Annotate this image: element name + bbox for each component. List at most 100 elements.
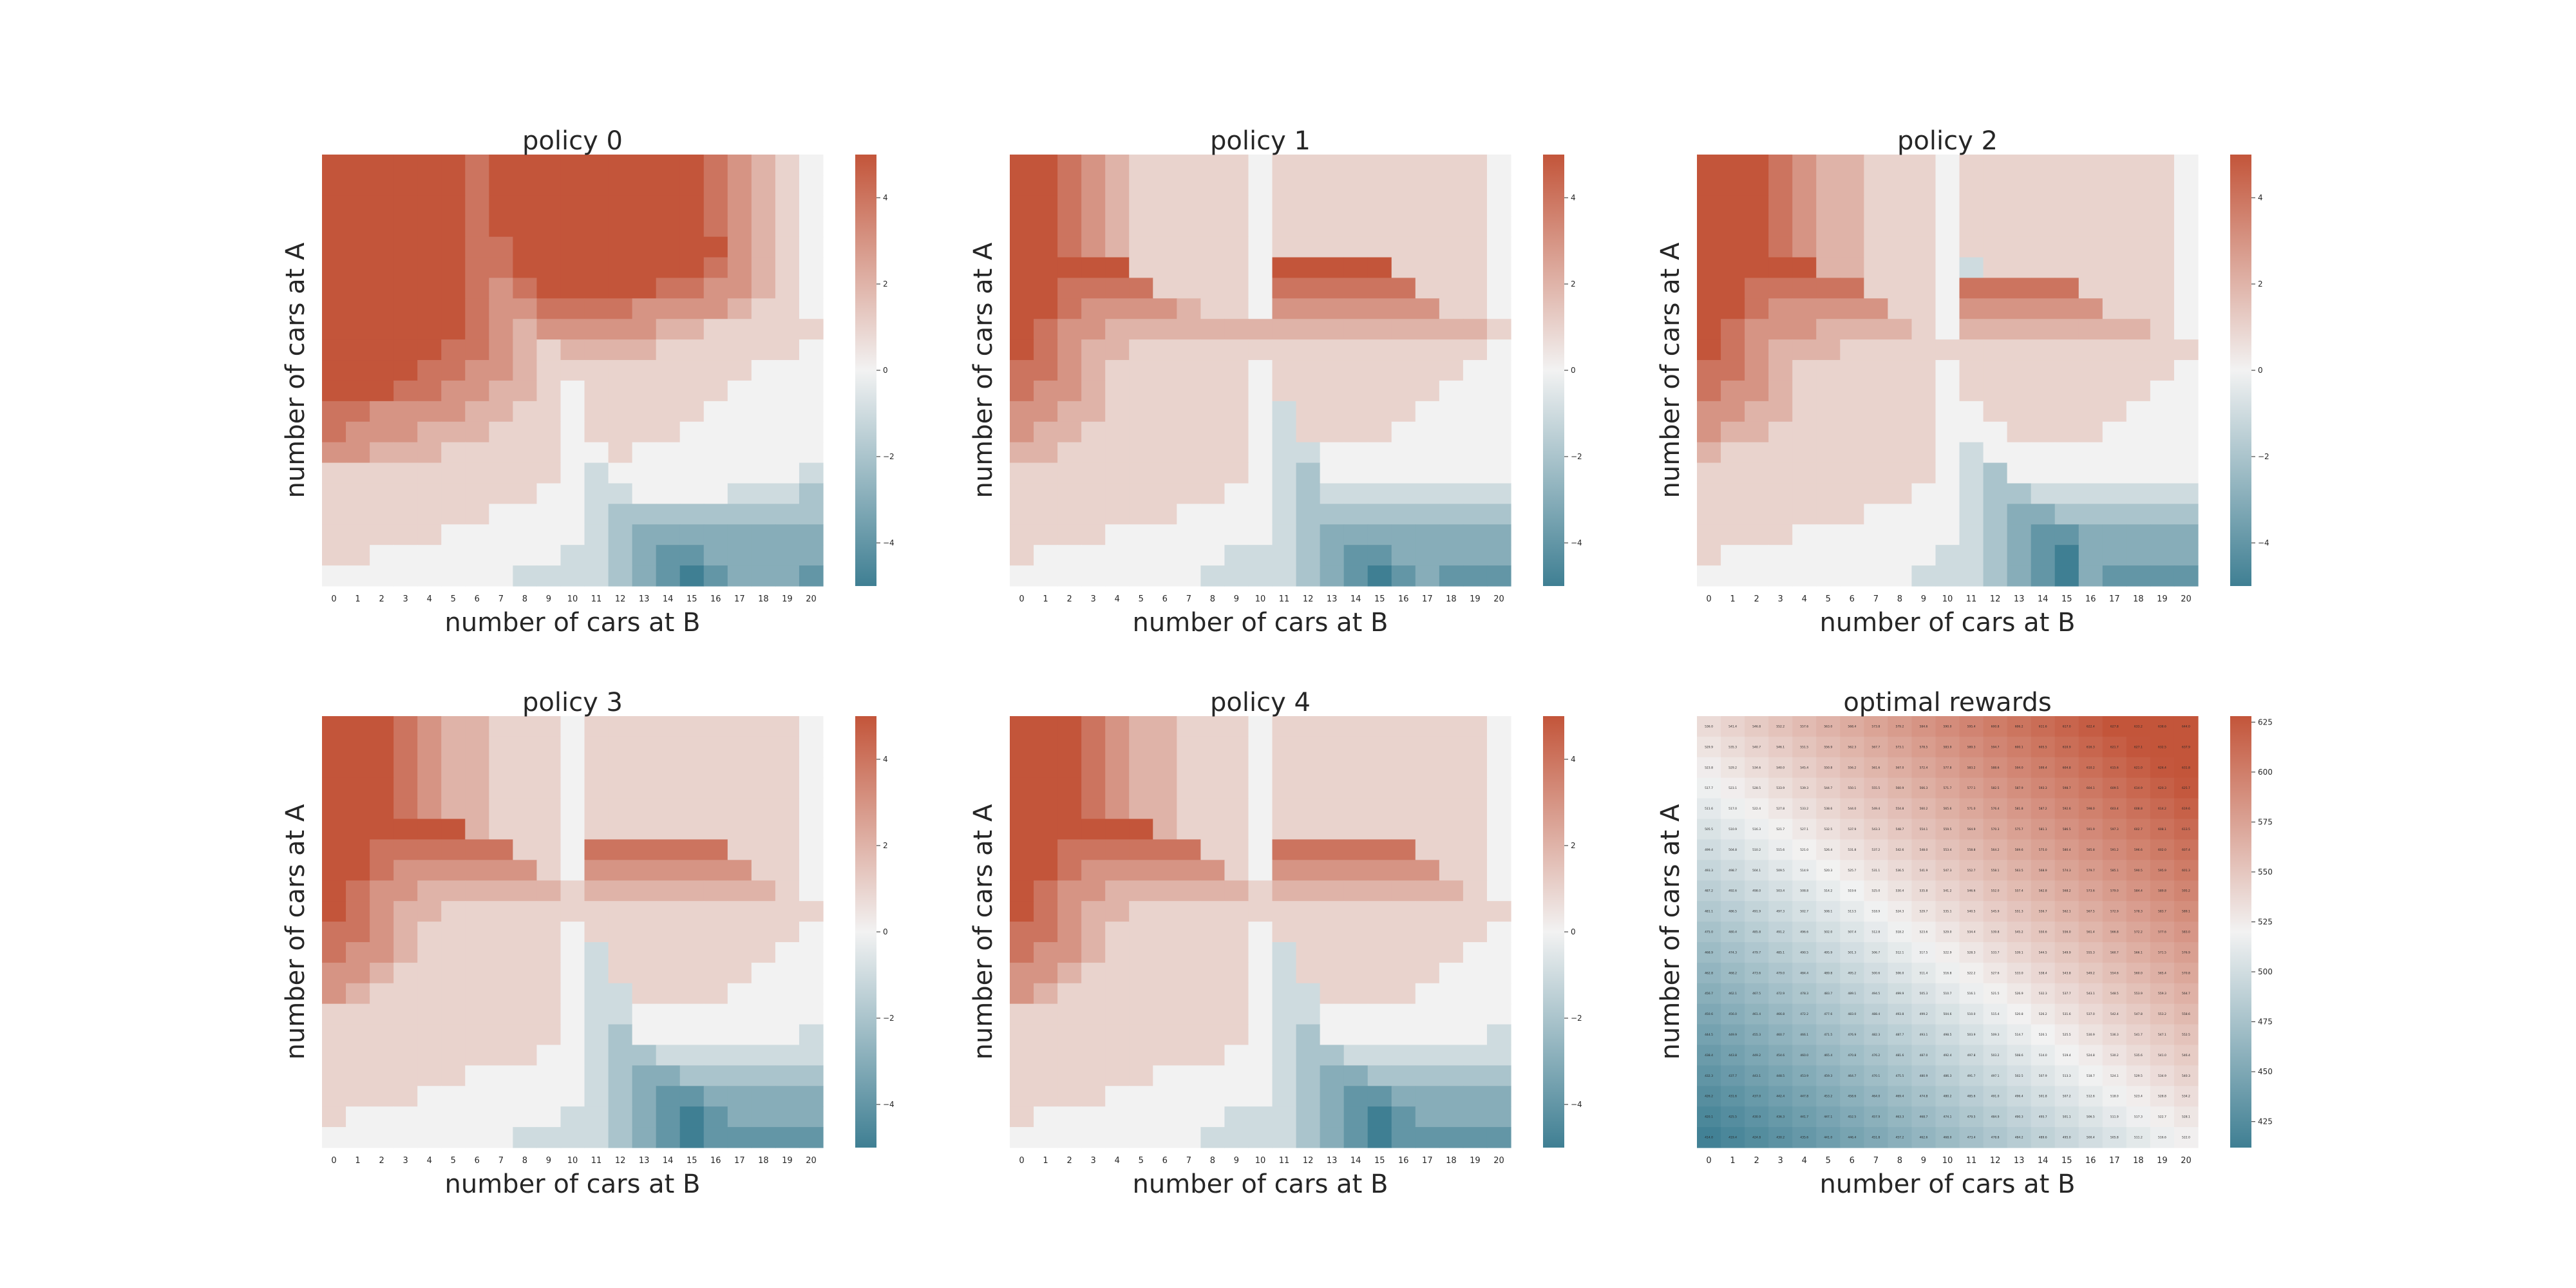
heatmap-cell [489, 983, 513, 1005]
heatmap-cell [1888, 962, 1913, 984]
heatmap-cell [1010, 360, 1034, 381]
heatmap-cell [2174, 880, 2199, 902]
heatmap-cell [322, 319, 346, 340]
heatmap-cell [1768, 155, 1793, 176]
cell-value-label: 510.7 [1944, 992, 1952, 996]
heatmap-cell [346, 504, 370, 525]
heatmap-cell [703, 565, 728, 587]
heatmap-cell [1816, 236, 1841, 258]
heatmap-cell [370, 1065, 394, 1086]
heatmap-cell [1200, 401, 1226, 422]
heatmap-cell [751, 257, 776, 279]
heatmap-cell [584, 983, 609, 1005]
heatmap-cell [1745, 155, 1769, 176]
heatmap-cell [1463, 257, 1488, 279]
heatmap-cell [346, 216, 370, 238]
cell-value-label: 491.2 [1776, 931, 1785, 934]
heatmap-cell [1296, 319, 1321, 340]
heatmap-cell [632, 819, 657, 840]
heatmap-cell [2031, 736, 2056, 758]
heatmap-cell [2150, 880, 2175, 902]
cell-value-label: 522.7 [2158, 1115, 2166, 1119]
heatmap-cell [513, 942, 538, 963]
heatmap-cell [775, 777, 800, 799]
heatmap-cell [703, 380, 728, 402]
heatmap-cell [370, 860, 394, 881]
heatmap-cell [1177, 983, 1201, 1005]
cell-value-label: 589.8 [2158, 889, 2166, 893]
heatmap-cell [727, 360, 752, 381]
cell-value-label: 607.4 [2182, 848, 2190, 852]
cell-value-label: 535.8 [1920, 889, 1928, 893]
heatmap-cell [703, 524, 728, 545]
cell-value-label: 549.4 [1871, 807, 1880, 811]
heatmap-cell [1745, 798, 1769, 820]
cell-value-label: 581.8 [2015, 807, 2023, 811]
heatmap-cell [1129, 195, 1153, 217]
heatmap-cell [1415, 257, 1440, 279]
heatmap-cell [1200, 798, 1226, 820]
heatmap-cell [1415, 504, 1440, 525]
heatmap-cell [1463, 298, 1488, 319]
heatmap-cell [346, 922, 370, 943]
heatmap-cell [2054, 942, 2079, 963]
heatmap-cell [1415, 819, 1440, 840]
cell-value-label: 627.1 [2134, 745, 2143, 749]
heatmap-cell [1888, 1045, 1913, 1066]
heatmap-cell [1888, 462, 1913, 484]
cell-value-label: 550.8 [1824, 766, 1832, 770]
heatmap-cell [1248, 298, 1273, 319]
heatmap-cell [465, 545, 489, 566]
heatmap-cell [1153, 757, 1177, 779]
heatmap-cell [2126, 175, 2151, 196]
heatmap-cell [2102, 483, 2127, 504]
heatmap-cell [608, 216, 633, 238]
heatmap-cell [775, 565, 800, 587]
heatmap-cell [560, 175, 585, 196]
heatmap-cell [1840, 1106, 1864, 1128]
heatmap-cell [1200, 236, 1226, 258]
heatmap-cell [2126, 983, 2151, 1005]
heatmap-cell [1010, 777, 1034, 799]
heatmap-cell [703, 860, 728, 881]
heatmap-cell [1959, 716, 1984, 737]
cell-value-label: 606.2 [2015, 724, 2023, 728]
x-tick-label: 4 [1802, 1156, 1807, 1166]
heatmap-cell [608, 401, 633, 422]
cell-value-label: 525.7 [1848, 869, 1856, 873]
heatmap-cell [1439, 736, 1464, 758]
heatmap-cell [1391, 545, 1416, 566]
heatmap-cell [2054, 504, 2079, 525]
heatmap-cell [1010, 757, 1034, 779]
heatmap-cell [1248, 798, 1273, 820]
cell-value-label: 551.3 [2015, 910, 2023, 914]
heatmap-cell [1320, 757, 1345, 779]
cell-value-label: 477.6 [1824, 1012, 1832, 1016]
heatmap-cell [1200, 442, 1226, 464]
heatmap-cell [608, 942, 633, 963]
x-tick-label: 12 [615, 594, 626, 604]
cell-value-label: 498.0 [1752, 889, 1761, 893]
heatmap-cell [1935, 524, 1960, 545]
x-tick-label: 14 [2038, 1156, 2049, 1166]
heatmap-cell [1081, 257, 1106, 279]
heatmap-cell [1864, 1065, 1888, 1086]
heatmap-cell [1935, 798, 1960, 820]
heatmap-cell [1034, 462, 1058, 484]
heatmap-cell [322, 1045, 346, 1066]
heatmap-cell [1415, 195, 1440, 217]
heatmap-cell [1296, 175, 1321, 196]
heatmap-cell [1105, 1045, 1130, 1066]
x-tick-label: 8 [1897, 594, 1902, 604]
heatmap-cell [370, 524, 394, 545]
cell-value-label: 461.4 [1752, 1012, 1761, 1016]
cell-value-label: 576.4 [1991, 807, 2000, 811]
heatmap-cell [1010, 983, 1034, 1005]
heatmap-cell [417, 483, 442, 504]
heatmap-cell [1439, 819, 1464, 840]
heatmap-cell [370, 839, 394, 860]
cell-value-label: 479.5 [1967, 1115, 1976, 1119]
cell-value-label: 474.3 [1728, 951, 1737, 954]
heatmap-cell [2126, 1045, 2151, 1066]
heatmap-cell [370, 880, 394, 902]
